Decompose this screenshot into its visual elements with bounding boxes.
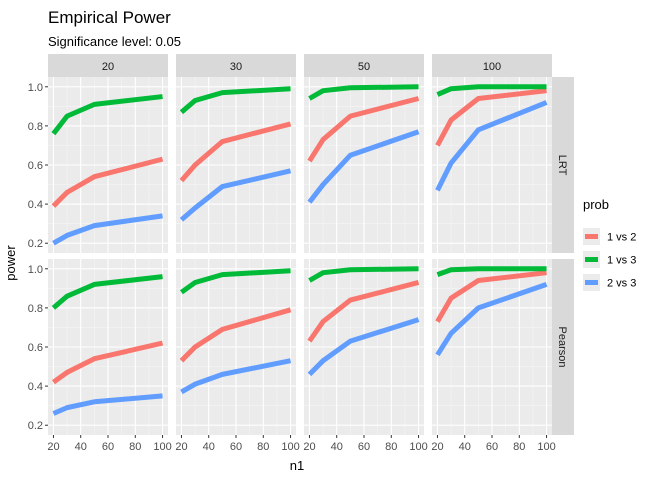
x-tick-label: 60 xyxy=(486,441,498,453)
series-line-2-vs-3 xyxy=(179,168,292,222)
series-line-2-vs-3 xyxy=(435,282,548,357)
facet-strip-label-lrt: LRT xyxy=(556,155,568,176)
facet-strip-100 xyxy=(432,54,552,77)
y-tick-label: 0.2 xyxy=(28,420,43,432)
series-line-1-vs-2 xyxy=(307,96,420,163)
x-tick-label: 60 xyxy=(102,441,114,453)
x-tick-label: 40 xyxy=(331,441,343,453)
y-tick-label: 0.8 xyxy=(28,303,43,315)
panel-lrt-30 xyxy=(176,77,296,253)
series-line-1-vs-3 xyxy=(308,266,419,283)
y-tick-label: 0.6 xyxy=(28,160,43,172)
series-line-1-vs-2 xyxy=(435,88,547,147)
x-axis-title: n1 xyxy=(290,458,304,473)
x-tick-label: 40 xyxy=(75,441,87,453)
series-line-1-vs-3 xyxy=(308,84,419,101)
series-line-2-vs-3 xyxy=(307,317,420,377)
series-line-1-vs-2 xyxy=(179,307,292,363)
series-line-1-vs-2 xyxy=(179,121,292,183)
series-line-2-vs-3 xyxy=(307,129,420,204)
series-line-1-vs-3 xyxy=(436,266,547,277)
legend-label: 1 vs 3 xyxy=(607,255,636,267)
facet-strip-label-pearson: Pearson xyxy=(556,327,568,368)
x-tick-label: 40 xyxy=(203,441,215,453)
panel-lrt-100 xyxy=(432,77,552,253)
x-tick-label: 60 xyxy=(358,441,370,453)
facet-strip-20 xyxy=(48,54,168,77)
chart-title: Empirical Power xyxy=(48,8,171,27)
legend-label: 1 vs 2 xyxy=(607,232,636,244)
series-line-1-vs-2 xyxy=(51,156,164,208)
y-tick-label: 1.0 xyxy=(28,82,43,94)
facet-strip-50 xyxy=(304,54,424,77)
facet-strip-label-20: 20 xyxy=(102,61,114,73)
series-line-1-vs-2 xyxy=(51,340,164,385)
facet-strip-label-100: 100 xyxy=(483,61,501,73)
x-tick-label: 100 xyxy=(153,441,171,453)
x-tick-label: 100 xyxy=(281,441,299,453)
panel-lrt-50 xyxy=(304,77,424,253)
series-line-1-vs-3 xyxy=(51,94,163,136)
y-tick-label: 0.4 xyxy=(28,381,43,393)
y-tick-label: 0.4 xyxy=(28,199,43,211)
series-line-1-vs-2 xyxy=(307,280,420,343)
facet-strip-lrt xyxy=(552,77,574,253)
y-tick-label: 0.2 xyxy=(28,238,43,250)
panel-lrt-20: 0.2 0.4 0.6 0.8 1.0 xyxy=(28,77,168,253)
facet-strip-30 xyxy=(176,54,296,77)
x-tick-label: 20 xyxy=(431,441,443,453)
series-line-2-vs-3 xyxy=(52,393,163,416)
y-tick-label: 0.8 xyxy=(28,121,43,133)
x-tick-label: 80 xyxy=(385,441,397,453)
x-tick-label: 60 xyxy=(230,441,242,453)
x-tick-label: 80 xyxy=(129,441,141,453)
series-line-1-vs-3 xyxy=(51,274,163,310)
series-line-2-vs-3 xyxy=(52,213,163,246)
series-line-1-vs-3 xyxy=(436,84,547,97)
x-tick-label: 20 xyxy=(47,441,59,453)
panel-pearson-20: 0.2 0.4 0.6 0.8 1.0 20 40 60 80 100 xyxy=(28,259,172,453)
legend-title: prob xyxy=(583,197,609,212)
series-line-1-vs-3 xyxy=(179,268,291,295)
panel-pearson-100: 20 40 60 80 100 xyxy=(431,259,556,453)
panel-pearson-50: 20 40 60 80 100 xyxy=(303,259,428,453)
series-line-2-vs-3 xyxy=(435,100,548,192)
series-line-2-vs-3 xyxy=(180,358,292,395)
facet-strip-label-30: 30 xyxy=(230,61,242,73)
x-tick-label: 40 xyxy=(459,441,471,453)
x-tick-label: 20 xyxy=(303,441,315,453)
facet-panels: 20 30 50 100 LRT Pearson 0.2 0.4 0.6 0.8 1.0 0.2 0.4… xyxy=(28,54,574,453)
y-tick-label: 1.0 xyxy=(28,264,43,276)
series-line-1-vs-3 xyxy=(179,86,291,115)
legend-label: 2 vs 3 xyxy=(607,278,636,290)
x-tick-label: 100 xyxy=(409,441,427,453)
y-axis-title: power xyxy=(3,245,18,281)
x-tick-label: 100 xyxy=(537,441,555,453)
panel-pearson-30: 20 40 60 80 100 xyxy=(175,259,300,453)
chart-subtitle: Significance level: 0.05 xyxy=(48,34,181,49)
legend: prob 1 vs 2 1 vs 3 2 vs 3 xyxy=(583,197,636,291)
x-tick-label: 20 xyxy=(175,441,187,453)
x-tick-label: 80 xyxy=(257,441,269,453)
facet-strip-label-50: 50 xyxy=(358,61,370,73)
x-tick-label: 80 xyxy=(513,441,525,453)
series-line-1-vs-2 xyxy=(435,270,547,323)
y-tick-label: 0.6 xyxy=(28,342,43,354)
facet-strip-pearson xyxy=(552,259,574,435)
